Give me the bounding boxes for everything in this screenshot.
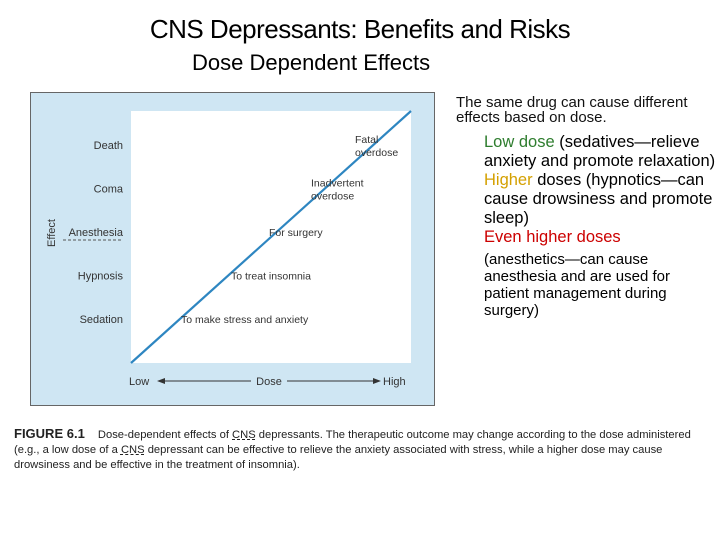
bullet-even-higher-dose: Even higher doses xyxy=(484,228,716,247)
annotation-3-line-2: overdose xyxy=(311,191,354,203)
y-level-label-death: Death xyxy=(94,140,123,152)
y-level-label-hypnosis: Hypnosis xyxy=(78,271,124,283)
annotation-2: For surgery xyxy=(269,227,323,239)
caption-text-3: depressant can be effective to relieve t… xyxy=(14,444,663,471)
bullet-higher-dose-text: doses (hypnotics—can cause drowsiness an… xyxy=(484,171,713,227)
bullet-low-dose-text: (sedatives—relieve anxiety and promote r… xyxy=(484,133,716,170)
dose-effect-line xyxy=(130,110,412,364)
page-subtitle: Dose Dependent Effects xyxy=(192,50,431,75)
bullet-low-dose-highlight: Low dose xyxy=(484,133,555,151)
bullet-low-dose: Low dose (sedatives—relieve anxiety and … xyxy=(484,133,716,171)
x-axis-arrow-left-head xyxy=(157,378,165,384)
bullet-higher-dose: Higher doses (hypnotics—can cause drowsi… xyxy=(484,171,716,228)
figure-caption: FIGURE 6.1 Dose-dependent effects of CNS… xyxy=(14,426,714,473)
caption-text-2: depressants. The therapeutic outcome may… xyxy=(14,429,691,456)
bullet-even-higher-dose-text: (anesthetics—can cause anesthesia and ar… xyxy=(484,251,670,319)
x-axis-arrow-right-head xyxy=(373,378,381,384)
side-text: The same drug can cause different effect… xyxy=(456,95,716,319)
dose-effect-chart: Sedation Hypnosis Anesthesia Coma Death Effec… xyxy=(31,93,434,405)
caption-text-1: Dose-dependent effects of xyxy=(97,429,233,441)
annotation-4-line-1: Fatal xyxy=(355,134,378,146)
caption-label: FIGURE 6.1 xyxy=(14,426,85,441)
bullet-even-higher-dose-highlight: Even higher doses xyxy=(484,228,621,246)
y-level-label-coma: Coma xyxy=(94,184,124,196)
figure-panel: Sedation Hypnosis Anesthesia Coma Death Effec… xyxy=(30,92,435,406)
side-intro: The same drug can cause different effect… xyxy=(456,94,688,126)
caption-abbr-2: CNS xyxy=(120,444,145,456)
x-axis-label: Dose xyxy=(256,376,282,388)
annotation-0: To make stress and anxiety xyxy=(181,314,309,326)
y-axis-label: Effect xyxy=(46,219,58,247)
annotation-3-line-1: Inadvertent xyxy=(311,178,364,190)
annotation-4: Fatal overdose xyxy=(355,134,398,159)
x-tick-label-high: High xyxy=(383,376,406,388)
caption-abbr-1: CNS xyxy=(232,429,256,441)
bullet-higher-dose-highlight: Higher xyxy=(484,171,533,189)
y-level-label-anesthesia: Anesthesia xyxy=(69,227,124,239)
annotation-4-line-2: overdose xyxy=(355,147,398,159)
annotation-1: To treat insomnia xyxy=(231,271,311,283)
annotation-3: Inadvertent overdose xyxy=(311,178,364,203)
y-level-label-sedation: Sedation xyxy=(80,314,123,326)
page-title: CNS Depressants: Benefits and Risks xyxy=(149,14,571,44)
x-tick-label-low: Low xyxy=(129,376,149,388)
